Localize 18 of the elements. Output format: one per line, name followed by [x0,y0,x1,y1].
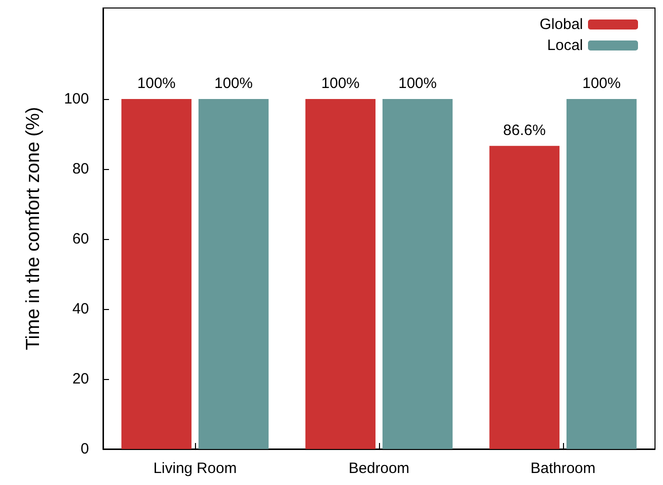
legend-label: Global [540,16,583,33]
y-tick-label: 80 [72,160,89,178]
y-tick-label: 40 [72,300,89,318]
legend-label: Local [547,37,583,54]
y-tick-label: 60 [72,230,89,248]
data-label: 100% [582,75,621,92]
x-tick-label: Living Room [153,460,237,477]
y-axis-title: Time in the comfort zone (%) [23,106,44,350]
x-tick-label: Bedroom [348,460,410,477]
data-label: 100% [398,75,437,92]
data-label: 100% [321,75,360,92]
data-label: 100% [137,75,176,92]
y-tick-label: 100 [64,90,89,108]
x-tick-label: Bathroom [530,460,596,477]
y-tick-label: 20 [72,370,89,388]
data-label: 86.6% [503,122,546,139]
data-label: 100% [214,75,253,92]
y-tick-label: 0 [80,440,89,458]
